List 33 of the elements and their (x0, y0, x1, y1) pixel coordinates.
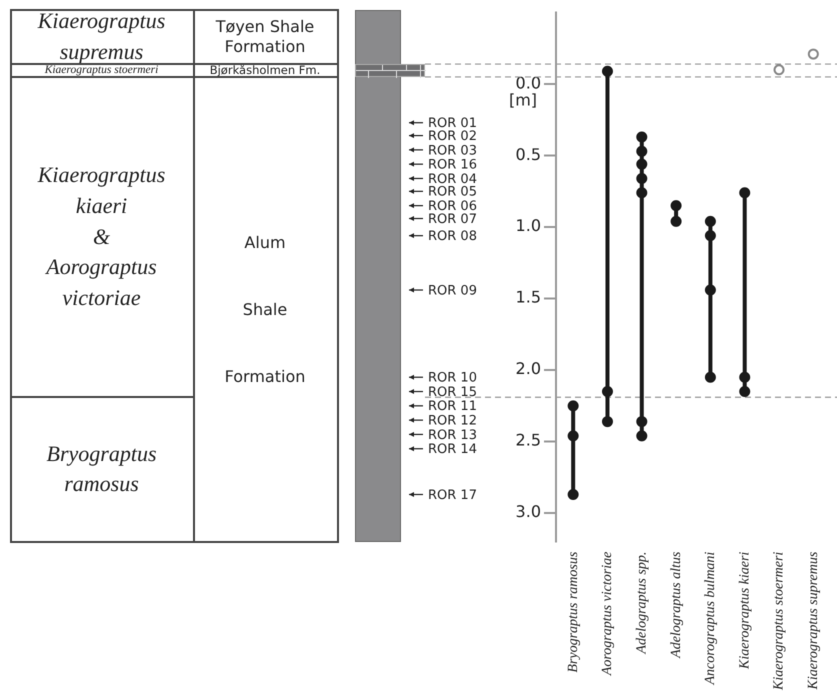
ref-line-label: ROR 14 (428, 442, 477, 458)
x-tick-label: Adelograptus altus (668, 551, 684, 659)
y-tick-label: 1.0 (516, 216, 541, 236)
ref-line-label: ROR 01 (428, 116, 477, 132)
x-tick-label: Kiaerograptus stoermeri (772, 552, 787, 692)
x-tick-label: Kiaerograptus supremus (806, 551, 822, 690)
y-tick-label: 0.5 (516, 144, 541, 164)
zone-table: Kiaerograptus supremus Kiaerograptus stoermeri Kiaerograptus kiaeri & Aorograptus victoriae Bryograptus ramosus Tøyen Shale Formation Bjørkåsholmen Fm. Alum Shale Formation (0, 0, 345, 696)
ref-line-label: ROR 16 (428, 158, 477, 173)
ref-line-label: ROR 13 (428, 428, 477, 443)
y-axis-title: [m] (508, 90, 538, 110)
y-tick-label: 3.0 (516, 502, 541, 522)
ref-line-label: ROR 09 (428, 283, 477, 298)
ref-line-label: ROR 08 (428, 229, 477, 244)
x-tick-label: Adelograptus spp. (634, 552, 650, 655)
ref-line-label: ROR 12 (428, 414, 477, 429)
ref-line-label: ROR 03 (428, 143, 477, 158)
ref-line-label: ROR 05 (428, 184, 477, 200)
ref-line-label: ROR 10 (428, 370, 477, 386)
ref-line-label: ROR 02 (428, 128, 477, 144)
ref-line-label: ROR 04 (428, 172, 477, 187)
x-tick-label: Ancorograptus bulmani (703, 552, 718, 686)
x-tick-label: Aorograptus victoriae (600, 552, 616, 676)
y-tick-label: 2.5 (516, 430, 541, 450)
y-tick-label: 2.0 (516, 359, 541, 378)
ref-line-label: ROR 07 (428, 212, 477, 227)
y-tick-label: 1.5 (516, 288, 541, 307)
ref-line-label: ROR 11 (428, 399, 477, 414)
ref-line-label: ROR 17 (428, 488, 477, 503)
ref-line-label: ROR 15 (428, 384, 477, 400)
ref-line-label: ROR 06 (428, 199, 477, 214)
x-tick-label: Kiaerograptus kiaeri (737, 552, 752, 670)
x-tick-label: Bryograptus ramosus (566, 551, 581, 673)
